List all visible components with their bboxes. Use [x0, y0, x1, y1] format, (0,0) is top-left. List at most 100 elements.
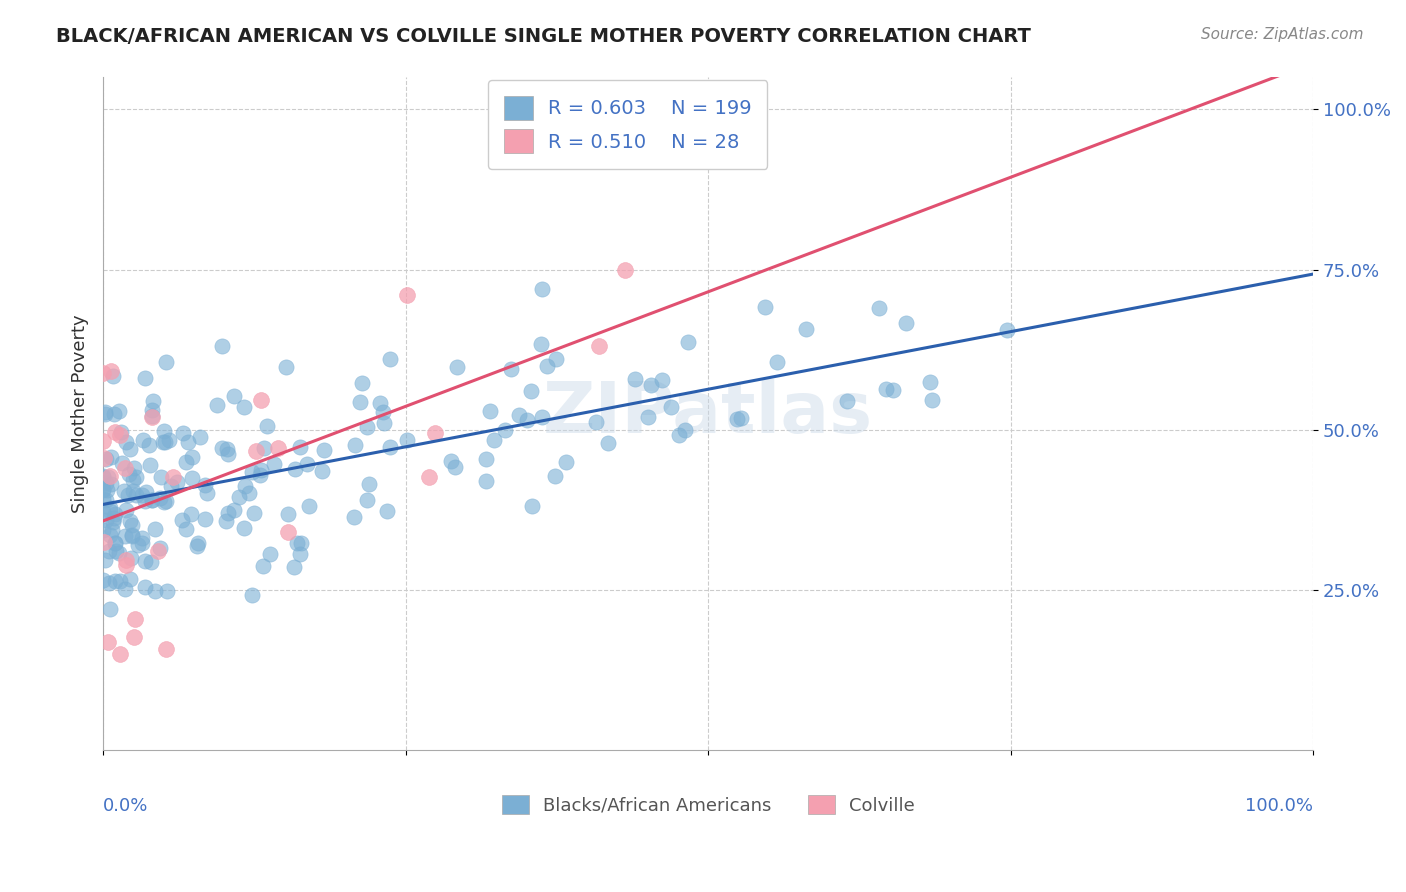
Point: [134, 371, 156, 385]
Point: [134, 494, 156, 508]
Point: [283, 560, 305, 574]
Point: [263, 458, 285, 472]
Point: [530, 282, 553, 296]
Point: [249, 393, 271, 408]
Point: [499, 362, 522, 376]
Point: [233, 479, 256, 493]
Point: [176, 434, 198, 449]
Point: [153, 424, 176, 438]
Point: [277, 524, 299, 539]
Point: [134, 580, 156, 594]
Point: [259, 547, 281, 561]
Point: [100, 450, 122, 464]
Point: [115, 435, 138, 450]
Point: [211, 339, 233, 353]
Point: [530, 336, 553, 351]
Point: [516, 413, 538, 427]
Point: [180, 507, 202, 521]
Point: [243, 506, 266, 520]
Point: [659, 400, 682, 414]
Point: [120, 514, 142, 528]
Point: [156, 583, 179, 598]
Point: [249, 463, 271, 477]
Point: [131, 488, 153, 502]
Point: [531, 409, 554, 424]
Point: [205, 399, 228, 413]
Point: [143, 583, 166, 598]
Point: [91, 482, 114, 496]
Point: [122, 461, 145, 475]
Point: [103, 407, 125, 421]
Point: [344, 438, 367, 452]
Point: [174, 522, 197, 536]
Point: [124, 612, 146, 626]
Point: [214, 514, 236, 528]
Point: [288, 547, 311, 561]
Point: [94, 475, 117, 490]
Point: [117, 487, 139, 501]
Point: [98, 575, 121, 590]
Point: [443, 459, 465, 474]
Text: 100.0%: 100.0%: [1246, 797, 1313, 815]
Point: [494, 423, 516, 437]
Point: [356, 420, 378, 434]
Point: [222, 389, 245, 403]
Point: [160, 479, 183, 493]
Point: [794, 322, 817, 336]
Point: [267, 441, 290, 455]
Point: [93, 451, 115, 466]
Point: [343, 510, 366, 524]
Point: [104, 507, 127, 521]
Point: [668, 427, 690, 442]
Point: [253, 442, 276, 456]
Point: [766, 355, 789, 369]
Point: [127, 538, 149, 552]
Point: [107, 403, 129, 417]
Point: [222, 503, 245, 517]
Point: [122, 483, 145, 498]
Point: [115, 503, 138, 517]
Point: [121, 473, 143, 487]
Point: [149, 491, 172, 506]
Point: [536, 359, 558, 374]
Point: [104, 425, 127, 439]
Point: [104, 574, 127, 588]
Point: [194, 478, 217, 492]
Text: 0.0%: 0.0%: [103, 797, 149, 815]
Point: [143, 522, 166, 536]
Point: [508, 409, 530, 423]
Point: [149, 469, 172, 483]
Point: [124, 469, 146, 483]
Point: [172, 426, 194, 441]
Point: [152, 434, 174, 449]
Point: [368, 396, 391, 410]
Point: [155, 641, 177, 656]
Point: [141, 402, 163, 417]
Point: [132, 433, 155, 447]
Point: [349, 395, 371, 409]
Point: [233, 400, 256, 414]
Point: [134, 554, 156, 568]
Point: [588, 339, 610, 353]
Point: [100, 364, 122, 378]
Point: [98, 469, 121, 483]
Point: [637, 409, 659, 424]
Point: [256, 419, 278, 434]
Point: [139, 458, 162, 473]
Point: [875, 382, 897, 396]
Point: [651, 373, 673, 387]
Point: [93, 469, 115, 483]
Point: [290, 440, 312, 454]
Point: [104, 543, 127, 558]
Point: [181, 471, 204, 485]
Point: [240, 588, 263, 602]
Point: [141, 409, 163, 424]
Point: [186, 539, 208, 553]
Point: [274, 360, 297, 375]
Point: [98, 544, 121, 558]
Point: [114, 529, 136, 543]
Point: [91, 573, 114, 587]
Point: [94, 405, 117, 419]
Point: [484, 433, 506, 447]
Point: [378, 441, 401, 455]
